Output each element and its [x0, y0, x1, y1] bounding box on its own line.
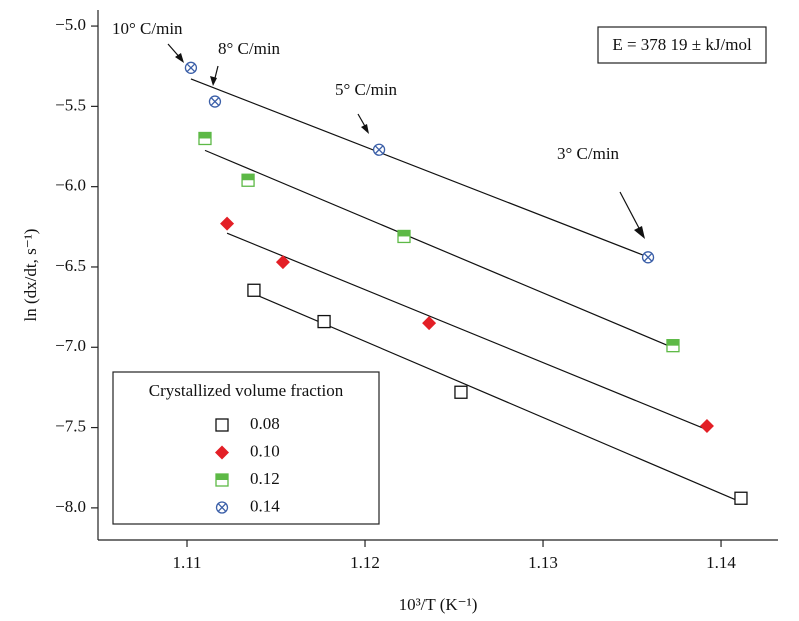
- marker: [241, 173, 255, 187]
- fit-line: [190, 78, 649, 258]
- annotation: E = 378 19 ± kJ/mol: [612, 35, 752, 54]
- marker: [699, 418, 714, 433]
- marker: [198, 131, 212, 146]
- marker: [184, 61, 198, 74]
- marker: [208, 95, 222, 108]
- legend-box: [112, 371, 380, 525]
- legend-title: Crystallized volume fraction: [149, 381, 344, 400]
- marker: [666, 339, 680, 353]
- marker: [215, 473, 229, 487]
- marker: [317, 314, 331, 329]
- marker: [641, 251, 655, 264]
- annotation-box: [597, 26, 767, 64]
- arrow-head: [361, 124, 369, 134]
- fit-line: [226, 232, 708, 431]
- y-tick-label: −6.0: [55, 176, 86, 195]
- marker: [215, 445, 229, 460]
- arrow: [619, 191, 641, 231]
- marker: [220, 216, 235, 231]
- x-tick-label: 1.12: [350, 553, 380, 572]
- y-tick-label: −8.0: [55, 497, 86, 516]
- y-tick-label: −7.5: [55, 416, 86, 435]
- legend-label: 0.12: [250, 469, 280, 488]
- arrow-head: [210, 76, 217, 86]
- annotation: 3° C/min: [557, 144, 620, 163]
- y-tick-label: −5.5: [55, 95, 86, 114]
- fit-line: [204, 149, 674, 349]
- x-tick-label: 1.13: [528, 553, 558, 572]
- annotation: 10° C/min: [112, 19, 183, 38]
- annotation: 5° C/min: [335, 80, 398, 99]
- arrow-head: [634, 226, 645, 239]
- x-tick-label: 1.11: [172, 553, 201, 572]
- legend-label: 0.08: [250, 414, 280, 433]
- x-tick-label: 1.14: [706, 553, 736, 572]
- marker: [734, 491, 748, 505]
- marker: [247, 283, 261, 297]
- y-tick-label: −6.5: [55, 256, 86, 275]
- annotation: 8° C/min: [218, 39, 281, 58]
- marker: [215, 501, 229, 514]
- marker: [454, 385, 468, 399]
- arrow-head: [175, 53, 184, 63]
- marker: [372, 143, 386, 156]
- fit-line: [253, 293, 742, 503]
- marker: [275, 255, 290, 270]
- marker: [215, 418, 229, 432]
- x-axis-label: 10³/T (K⁻¹): [399, 595, 478, 614]
- legend-label: 0.14: [250, 496, 280, 515]
- legend-label: 0.10: [250, 441, 280, 460]
- y-axis-label: ln (dx/dt, s⁻¹): [21, 229, 40, 322]
- y-tick-label: −5.0: [55, 15, 86, 34]
- y-tick-label: −7.0: [55, 336, 86, 355]
- marker: [422, 316, 437, 331]
- marker: [397, 229, 411, 244]
